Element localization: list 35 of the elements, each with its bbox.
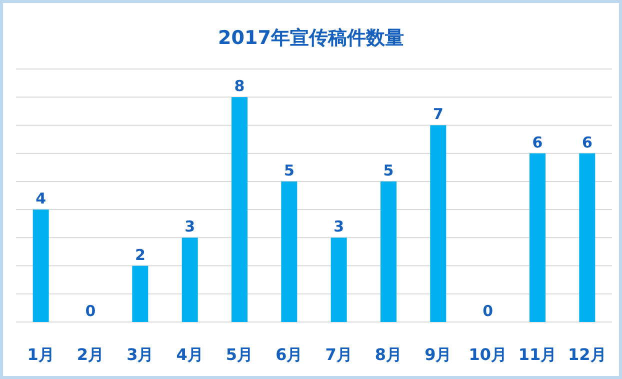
bar	[281, 181, 298, 322]
bar	[182, 238, 198, 322]
bar	[380, 181, 396, 322]
bar	[330, 238, 347, 322]
x-tick-label: 1月	[27, 345, 54, 364]
x-tick-label: 2月	[76, 345, 104, 364]
x-tick-label: 4月	[176, 345, 204, 364]
bar	[32, 210, 49, 322]
x-tick-label: 7月	[325, 345, 352, 364]
data-label: 5	[383, 161, 394, 180]
x-tick-label: 12月	[568, 345, 606, 364]
data-label: 2	[134, 246, 146, 264]
chart-title: 2017年宣传稿件数量	[218, 27, 404, 49]
bar	[132, 266, 148, 322]
bar	[530, 153, 546, 322]
data-label: 4	[36, 190, 46, 208]
x-tick-label: 11月	[518, 345, 557, 364]
x-tick-label: 5月	[226, 345, 254, 364]
bar	[232, 97, 248, 322]
data-label: 3	[334, 218, 344, 236]
x-tick-label: 10月	[468, 345, 507, 364]
data-label: 0	[482, 302, 494, 320]
x-tick-label: 8月	[374, 345, 402, 364]
x-tick-label: 9月	[424, 345, 452, 364]
data-label: 8	[234, 77, 245, 96]
data-label: 6	[532, 133, 543, 152]
data-label: 6	[582, 133, 592, 152]
data-label: 7	[432, 105, 444, 124]
data-label: 3	[184, 218, 196, 236]
data-label: 0	[85, 302, 96, 320]
x-tick-label: 3月	[126, 345, 154, 364]
data-label: 5	[284, 161, 294, 180]
bar	[579, 153, 596, 322]
bar	[430, 125, 446, 322]
x-tick-label: 6月	[276, 345, 303, 364]
